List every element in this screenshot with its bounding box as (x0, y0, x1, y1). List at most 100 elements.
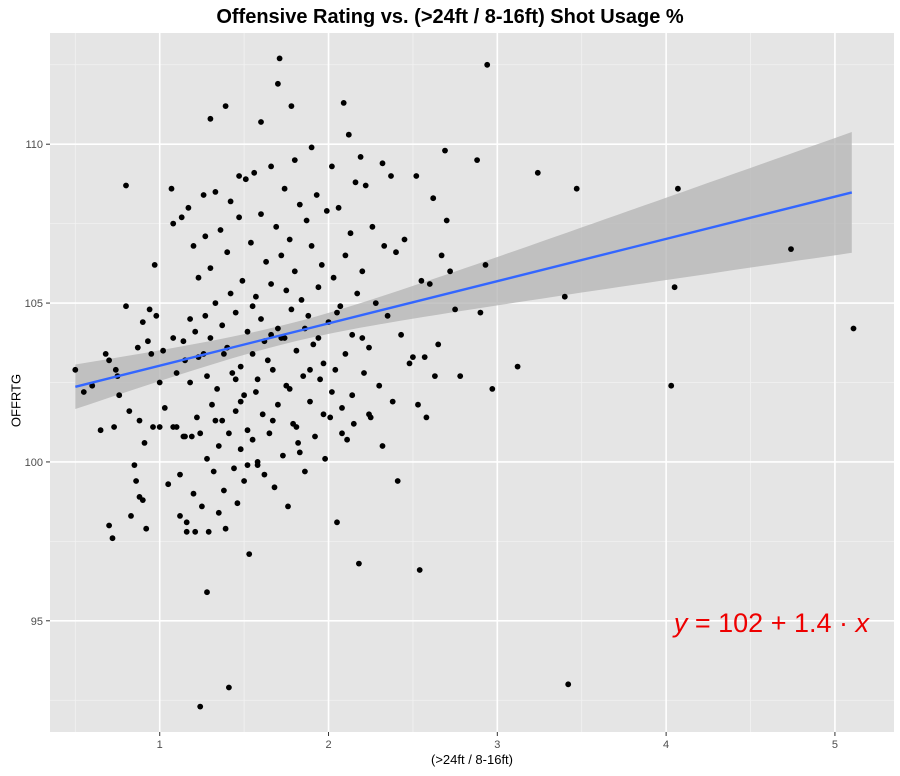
data-point (307, 398, 313, 405)
data-point (293, 347, 300, 354)
data-point (344, 436, 350, 443)
data-point (443, 217, 450, 224)
data-point (415, 401, 421, 408)
data-point (232, 408, 239, 414)
data-point (248, 239, 254, 246)
data-point (209, 401, 215, 408)
data-point (302, 468, 308, 475)
data-point (283, 287, 290, 294)
data-point (227, 290, 234, 297)
data-point (195, 274, 202, 281)
data-point (188, 433, 195, 440)
data-point (477, 309, 484, 316)
data-point (237, 398, 244, 405)
data-point (261, 471, 268, 478)
data-point (345, 131, 352, 138)
data-point (116, 392, 123, 399)
data-point (482, 262, 489, 268)
data-point (136, 417, 143, 424)
data-point (183, 528, 190, 535)
data-point (327, 414, 334, 421)
data-point (204, 373, 210, 379)
data-point (312, 433, 318, 440)
data-point (139, 497, 146, 503)
data-point (183, 519, 190, 526)
data-point (339, 405, 345, 411)
data-point (430, 195, 437, 202)
data-point (170, 220, 177, 227)
data-point (200, 192, 207, 198)
data-point (258, 211, 264, 218)
data-point (307, 366, 313, 373)
data-point (534, 169, 541, 176)
data-point (199, 503, 205, 510)
data-point (474, 157, 480, 164)
data-point (281, 185, 288, 192)
data-point (379, 160, 386, 167)
data-point (489, 386, 496, 392)
data-point (112, 366, 119, 373)
data-point (347, 230, 354, 237)
data-point (310, 341, 317, 348)
data-point (131, 462, 138, 468)
data-point (298, 297, 305, 303)
data-point (356, 560, 362, 567)
data-point (394, 478, 401, 484)
data-point (315, 284, 322, 291)
data-point (393, 249, 399, 256)
data-point (288, 103, 295, 109)
chart-title: Offensive Rating vs. (>24ft / 8-16ft) Sh… (216, 6, 684, 28)
data-point (305, 312, 312, 319)
data-point (339, 430, 345, 437)
data-point (561, 293, 568, 300)
data-point (269, 366, 276, 373)
data-point (361, 370, 367, 376)
data-point (300, 373, 307, 379)
data-point (352, 179, 359, 186)
data-point (296, 201, 303, 208)
data-point (276, 55, 283, 62)
data-point (291, 268, 298, 275)
data-point (406, 360, 413, 367)
data-point (236, 214, 243, 221)
data-point (72, 366, 79, 373)
data-point (221, 487, 227, 494)
data-point (337, 303, 344, 310)
data-point (671, 284, 678, 291)
data-point (111, 424, 117, 430)
data-point (334, 519, 340, 526)
data-point (123, 182, 129, 189)
data-point (323, 208, 330, 214)
data-point (249, 303, 256, 310)
data-point (80, 389, 87, 395)
data-point (217, 227, 224, 233)
y-tick-label: 95 (31, 616, 43, 628)
data-point (281, 335, 288, 341)
data-point (194, 414, 200, 421)
data-point (379, 443, 386, 449)
data-point (204, 589, 210, 596)
data-point (788, 246, 794, 253)
data-point (389, 398, 396, 405)
data-point (165, 481, 172, 488)
data-point (229, 370, 236, 376)
data-point (204, 455, 210, 462)
data-point (435, 341, 442, 348)
data-point (286, 386, 293, 392)
data-point (369, 223, 376, 230)
data-point (222, 525, 229, 532)
data-point (350, 420, 357, 427)
data-point (244, 328, 251, 335)
data-point (173, 370, 180, 376)
data-point (207, 335, 214, 341)
x-tick-label: 1 (157, 739, 163, 751)
data-point (317, 376, 323, 383)
data-point (244, 462, 251, 468)
data-point (180, 433, 187, 440)
data-point (221, 351, 227, 357)
equation-part: x (854, 608, 871, 638)
data-point (315, 335, 322, 341)
data-point (330, 274, 337, 281)
data-point (146, 306, 153, 313)
